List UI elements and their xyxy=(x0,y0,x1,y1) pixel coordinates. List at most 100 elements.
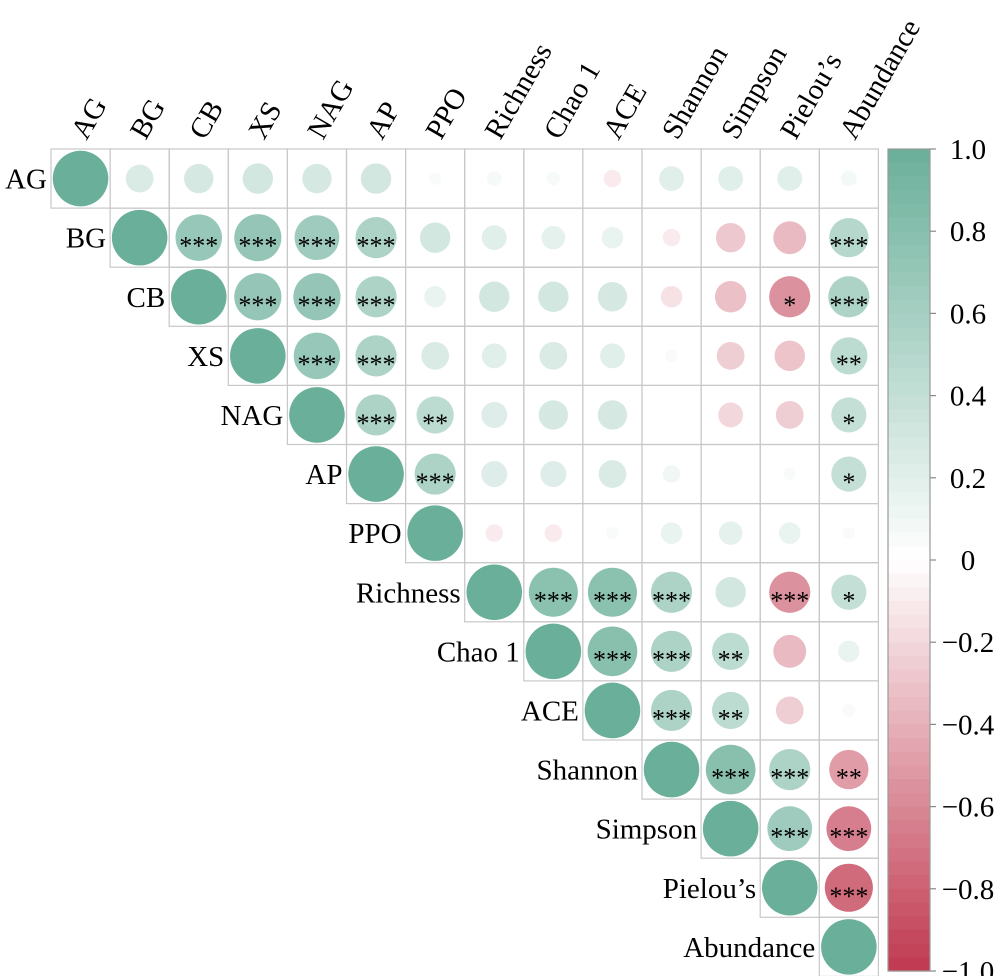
corr-circle-2-13 xyxy=(828,276,870,318)
colorbar-tick-label: 0.6 xyxy=(950,298,986,330)
corr-circle-0-10 xyxy=(659,166,684,191)
corr-circle-1-5 xyxy=(355,217,397,259)
corr-circle-3-3 xyxy=(230,328,286,384)
corr-circle-1-13 xyxy=(829,218,869,258)
colorbar-segment xyxy=(888,655,930,671)
colorbar-segment xyxy=(888,286,930,301)
corr-circle-9-12 xyxy=(775,696,804,725)
corr-circle-2-4 xyxy=(293,273,341,321)
column-label: AP xyxy=(360,96,406,144)
corr-circle-7-11 xyxy=(715,577,746,608)
corr-circle-8-9 xyxy=(587,626,638,677)
corr-circle-0-4 xyxy=(302,163,332,194)
colorbar-segment xyxy=(888,354,930,369)
colorbar-segment xyxy=(888,464,930,479)
colorbar-segment xyxy=(888,628,930,643)
corr-circle-4-4 xyxy=(289,387,345,443)
corr-circle-10-13 xyxy=(829,749,869,790)
colorbar-segment xyxy=(888,395,930,410)
corr-circle-2-9 xyxy=(597,282,628,312)
significance-mark-9-11: ** xyxy=(718,704,744,733)
corr-circle-2-6 xyxy=(424,285,446,308)
corr-circle-7-7 xyxy=(466,564,523,621)
row-label: Chao 1 xyxy=(437,636,520,668)
colorbar-tick-label: −0.4 xyxy=(942,709,995,741)
colorbar-segment xyxy=(888,779,930,794)
row-label: NAG xyxy=(221,400,284,432)
significance-mark-2-4: *** xyxy=(297,291,336,320)
significance-mark-5-6: *** xyxy=(416,468,455,497)
corr-circle-5-9 xyxy=(598,460,627,488)
colorbar-segment xyxy=(888,231,930,246)
corr-circle-1-12 xyxy=(773,221,807,255)
column-label: ACE xyxy=(597,78,654,144)
corr-circle-7-8 xyxy=(528,567,578,617)
significance-mark-1-5: *** xyxy=(357,232,396,261)
colorbar-segment xyxy=(888,313,930,328)
row-label: Abundance xyxy=(683,932,815,964)
corr-circle-4-7 xyxy=(481,401,508,428)
corr-circle-2-12 xyxy=(769,276,811,318)
row-label: AG xyxy=(5,164,47,196)
corr-circle-5-13 xyxy=(831,456,867,492)
colorbar-segment xyxy=(888,258,930,273)
corr-circle-3-8 xyxy=(539,341,568,370)
colorbar-segment xyxy=(888,847,930,862)
corr-circle-2-8 xyxy=(538,281,569,312)
colorbar-segment xyxy=(888,957,930,972)
colorbar: 1.0 0.8 0.6 0.4 0.2 0 −0.2 −0.4 −0.6 −0.8 −1.0 xyxy=(887,134,995,976)
row-label: Simpson xyxy=(596,814,698,846)
colorbar-tick-label: 0 xyxy=(961,545,976,577)
corr-circle-0-6 xyxy=(428,172,442,185)
colorbar-segment xyxy=(888,162,930,177)
corr-circle-0-1 xyxy=(125,164,154,193)
corr-circle-3-5 xyxy=(355,335,397,377)
corr-circle-4-13 xyxy=(831,397,867,433)
corr-circle-1-7 xyxy=(481,225,507,251)
corr-circle-0-2 xyxy=(184,163,214,194)
corr-circle-10-10 xyxy=(643,741,700,798)
significance-mark-1-13: *** xyxy=(829,232,868,261)
colorbar-segment xyxy=(888,861,930,876)
row-label: ACE xyxy=(521,695,579,727)
corr-circle-1-3 xyxy=(234,214,282,262)
significance-mark-1-2: *** xyxy=(179,232,218,261)
corr-circle-0-7 xyxy=(486,171,502,186)
colorbar-tick-label: −1.0 xyxy=(942,956,995,976)
row-label: PPO xyxy=(348,518,401,550)
colorbar-segment xyxy=(888,272,930,287)
colorbar-segment xyxy=(888,697,930,712)
colorbar-tick-label: 0.2 xyxy=(950,463,986,495)
corr-circle-9-9 xyxy=(584,682,641,739)
corr-circle-5-6 xyxy=(414,453,456,495)
significance-mark-8-11: ** xyxy=(718,645,744,674)
corr-circle-0-9 xyxy=(603,169,622,188)
colorbar-segment xyxy=(888,820,930,835)
corr-circle-1-4 xyxy=(294,215,340,261)
colorbar-segment xyxy=(888,176,930,191)
corr-circle-1-2 xyxy=(175,214,222,261)
row-label: XS xyxy=(187,341,224,373)
colorbar-segment xyxy=(888,436,930,451)
significance-mark-2-13: *** xyxy=(829,291,868,320)
corr-circle-3-9 xyxy=(600,343,625,369)
corr-circle-11-11 xyxy=(702,800,759,857)
corr-circle-6-13 xyxy=(842,526,856,540)
significance-mark-10-11: *** xyxy=(711,764,750,793)
row-label: Shannon xyxy=(537,755,639,787)
colorbar-segment xyxy=(888,217,930,232)
corr-circle-8-12 xyxy=(773,634,807,668)
significance-mark-2-5: *** xyxy=(357,291,396,320)
significance-mark-7-13: * xyxy=(842,586,855,615)
corr-circle-7-13 xyxy=(831,574,867,610)
colorbar-segment xyxy=(888,190,930,205)
corr-circle-7-10 xyxy=(650,571,693,613)
corr-circle-5-7 xyxy=(481,461,508,488)
colorbar-segment xyxy=(888,244,930,260)
corr-circle-5-8 xyxy=(540,461,567,488)
row-label: BG xyxy=(66,223,106,255)
corr-circle-6-6 xyxy=(407,505,463,561)
significance-mark-8-9: *** xyxy=(593,645,632,674)
